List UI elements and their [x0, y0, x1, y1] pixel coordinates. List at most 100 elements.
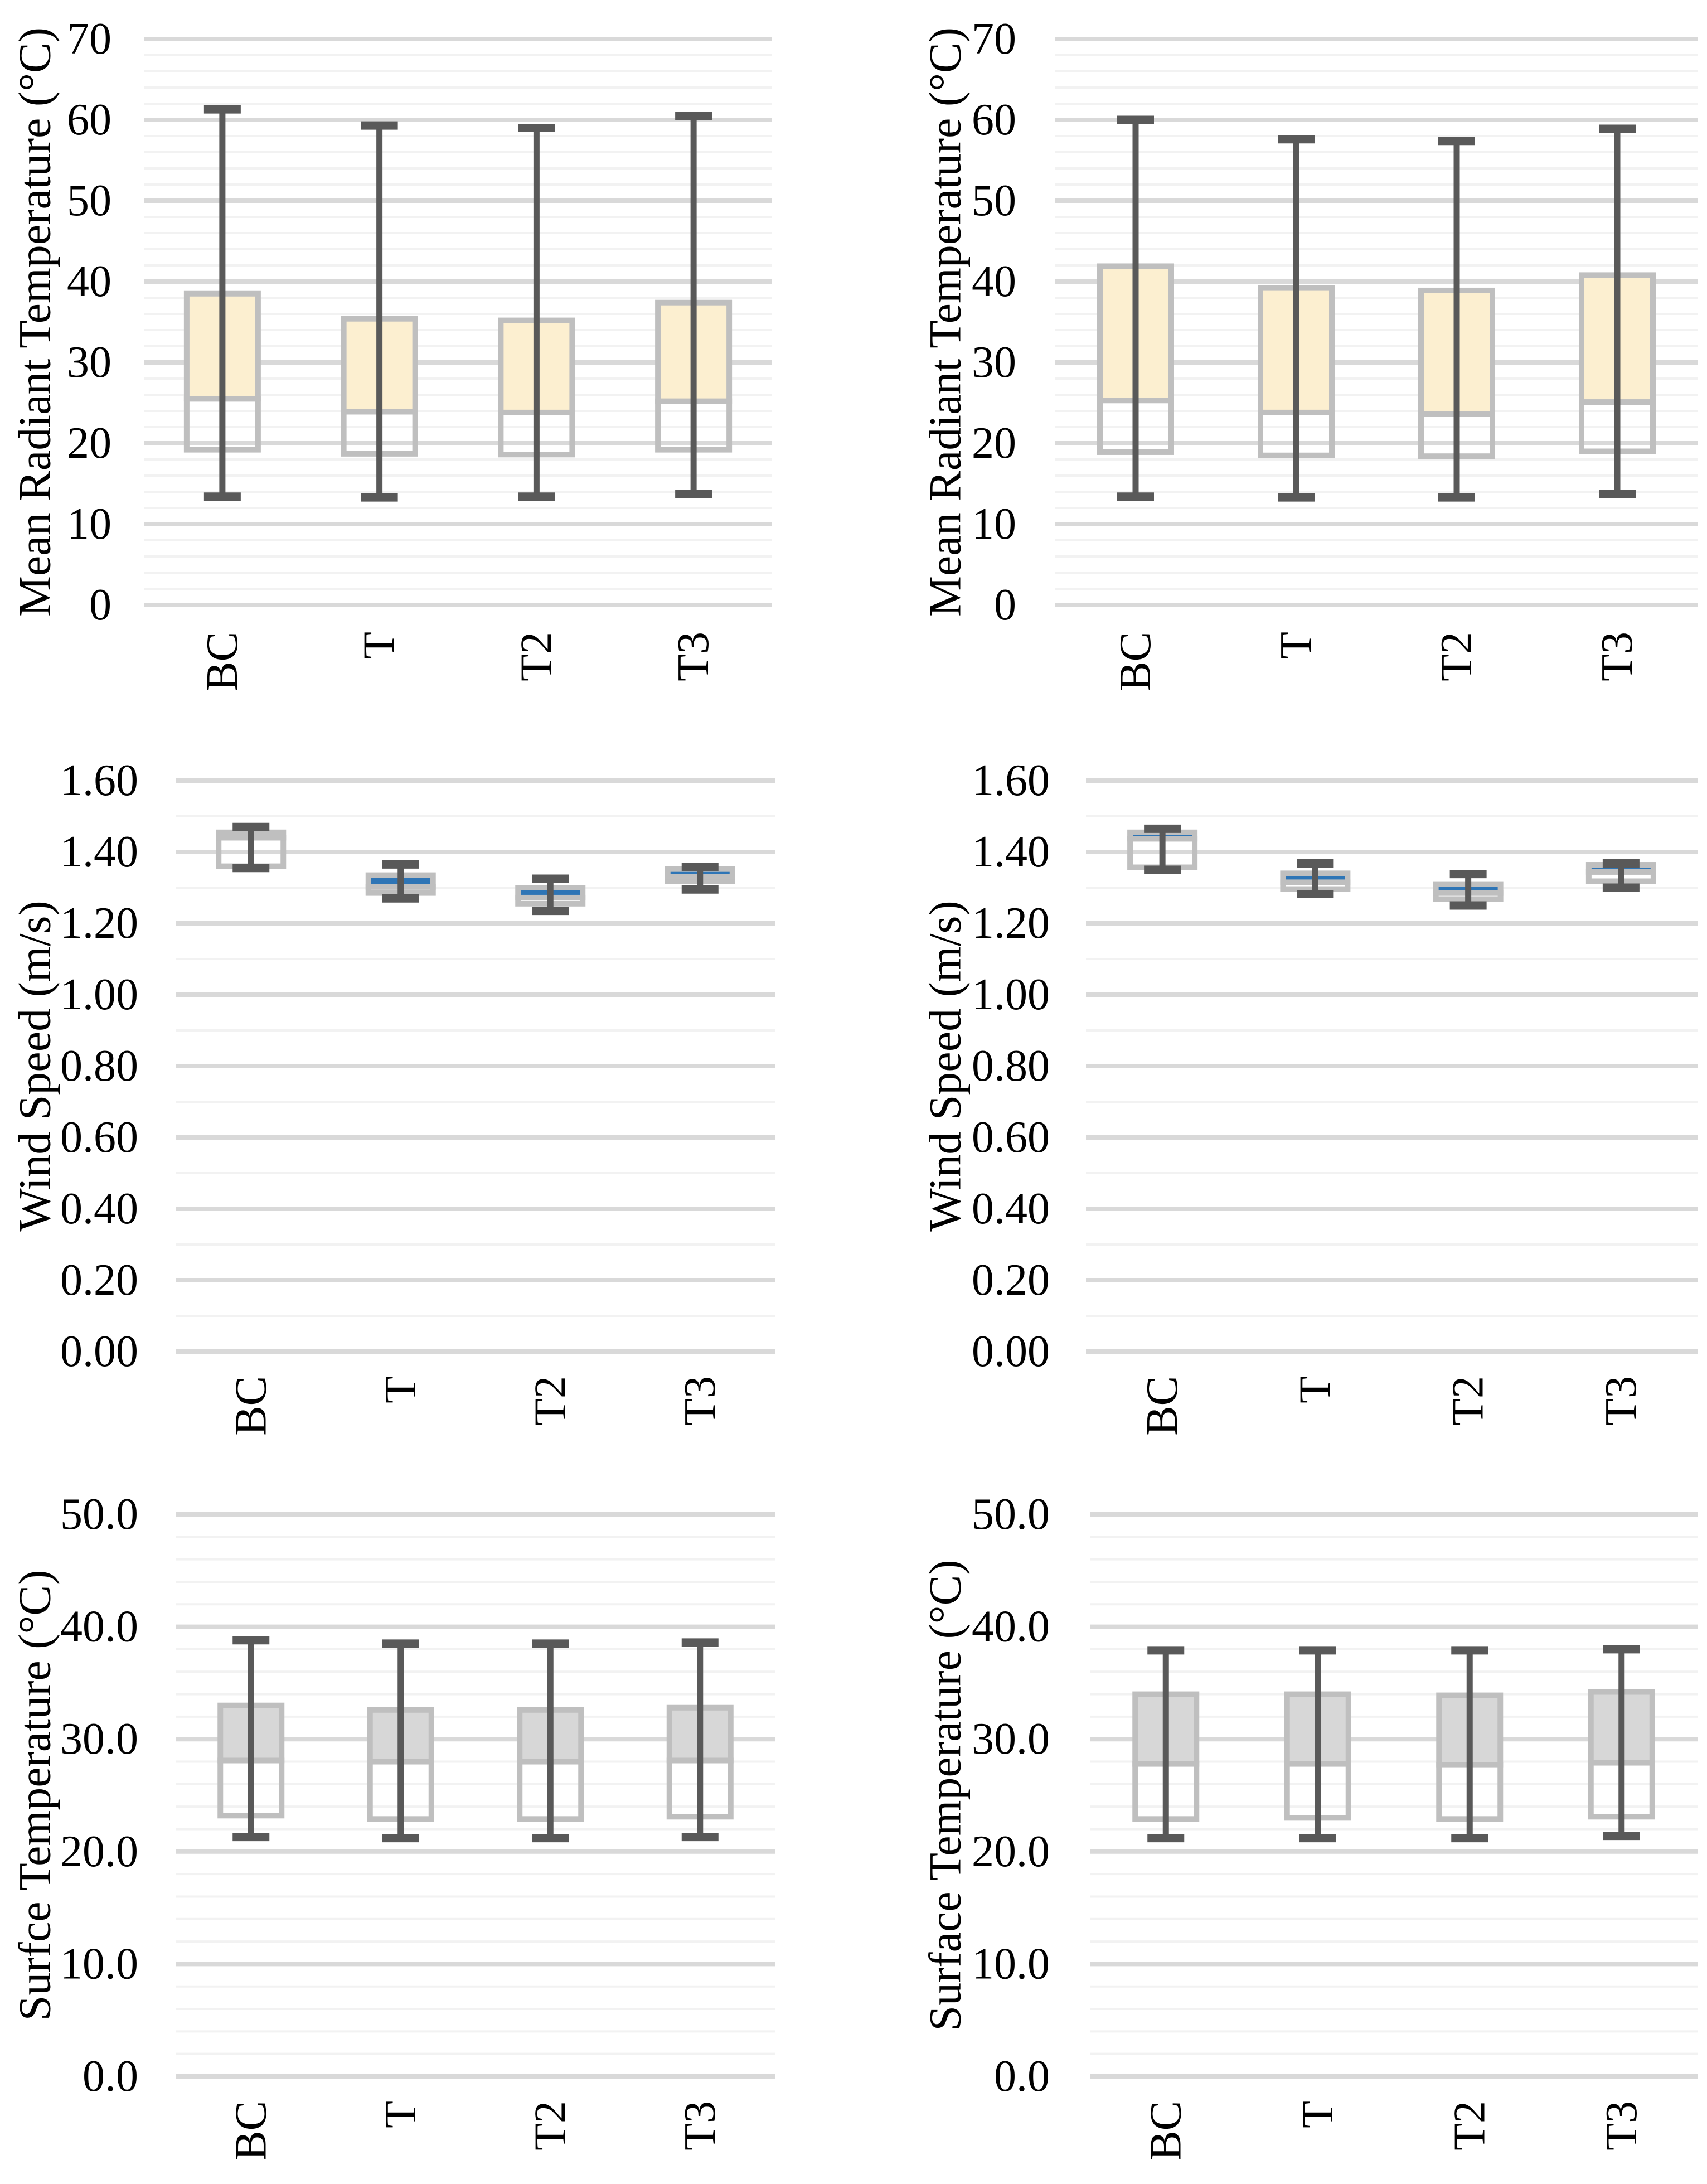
box-plot-T2: [1433, 870, 1504, 910]
y-tick-label: 0.80: [60, 1042, 138, 1091]
y-tick-label: 10: [67, 500, 111, 549]
y-tick-label: 50: [67, 176, 111, 225]
y-tick-label: 1.40: [972, 827, 1050, 876]
y-tick-label: 1.00: [972, 970, 1050, 1019]
y-tick-label: 50.0: [972, 1490, 1050, 1539]
y-tick-label: 70: [972, 14, 1016, 64]
category-label-BC: BC: [1111, 632, 1160, 691]
y-tick-label: 0.0: [83, 2052, 138, 2101]
y-tick-label: 0.0: [994, 2052, 1050, 2101]
y-tick-label: 50: [972, 176, 1016, 225]
y-tick-label: 1.20: [60, 899, 138, 948]
box-plot-T: [341, 121, 418, 502]
box-plot-T3: [1588, 1645, 1655, 1841]
wind-left-boxplot: 0.00 0.20 0.40 0.60 0.80 1.00 1.20 1.40 1.60 Wind…: [9, 756, 775, 1436]
category-label-T: T: [1291, 1376, 1340, 1403]
box-plot-BC: [1127, 824, 1198, 874]
y-tick-label: 0.60: [60, 1113, 138, 1162]
y-tick-label: 1.00: [60, 970, 138, 1019]
category-label-BC: BC: [226, 2101, 275, 2161]
y-axis-title: Mean Radiant Temperature (°C): [920, 27, 971, 617]
box-plot-BC: [217, 1636, 285, 1842]
box-plot-BC: [1097, 115, 1174, 501]
category-label-T: T: [376, 1376, 425, 1403]
y-tick-label: 10: [972, 500, 1016, 549]
category-label-T3: T3: [676, 1376, 725, 1426]
category-label-T3: T3: [1597, 1376, 1646, 1426]
y-tick-label: 20.0: [60, 1827, 138, 1876]
y-tick-label: 0: [89, 580, 111, 629]
y-tick-label: 10.0: [972, 1939, 1050, 1988]
box-plot-T: [1258, 135, 1335, 502]
y-tick-label: 30: [972, 338, 1016, 387]
chart-mrt-right: 0 10 20 30 40 50 60 70 Mean Radiant Temperature …: [854, 0, 1707, 725]
y-tick-label: 30: [67, 338, 111, 387]
category-label-T3: T3: [676, 2101, 725, 2151]
y-tick-label: 30.0: [60, 1715, 138, 1764]
y-axis-title: Surfce Temperature (°C): [9, 1570, 60, 2021]
y-tick-label: 30.0: [972, 1715, 1050, 1764]
box-plot-T2: [517, 1639, 584, 1843]
y-tick-label: 0.00: [60, 1327, 138, 1376]
y-tick-label: 0.80: [972, 1042, 1050, 1091]
y-tick-label: 0.40: [972, 1184, 1050, 1233]
category-label-T3: T3: [669, 632, 718, 681]
chart-surface-right: 0.0 10.0 20.0 30.0 40.0 50.0 Surface Temperatu…: [854, 1461, 1707, 2184]
y-tick-label: 0.20: [60, 1256, 138, 1305]
category-label-BC: BC: [1141, 2101, 1190, 2161]
y-tick-label: 0.00: [972, 1327, 1050, 1376]
box-plot-T3: [655, 112, 733, 498]
box-plot-BC: [216, 822, 287, 873]
y-tick-label: 0.60: [972, 1113, 1050, 1162]
y-tick-label: 20.0: [972, 1827, 1050, 1876]
box-plot-T3: [665, 863, 735, 894]
chart-wind-left: 0.00 0.20 0.40 0.60 0.80 1.00 1.20 1.40 1.60 Wind…: [0, 725, 854, 1461]
box-plot-T: [367, 1639, 434, 1843]
y-axis-title: Wind Speed (m/s): [920, 900, 971, 1231]
y-tick-label: 50.0: [60, 1490, 138, 1539]
category-label-T: T: [1293, 2101, 1342, 2128]
category-label-T2: T2: [526, 2101, 575, 2151]
y-tick-label: 20: [67, 419, 111, 468]
box-plot-T2: [1418, 137, 1495, 502]
box-plot-T2: [515, 874, 586, 916]
category-label-T3: T3: [1593, 632, 1642, 681]
y-tick-label: 0.20: [972, 1256, 1050, 1305]
y-tick-label: 0.40: [60, 1184, 138, 1233]
box-plot-BC: [183, 105, 261, 501]
y-tick-label: 1.20: [972, 899, 1050, 948]
box-plot-T: [1280, 859, 1351, 899]
wind-right-boxplot: 0.00 0.20 0.40 0.60 0.80 1.00 1.20 1.40 1.60 Wind…: [920, 756, 1698, 1436]
y-tick-label: 20: [972, 419, 1016, 468]
y-tick-label: 40.0: [60, 1602, 138, 1652]
box-plot-BC: [1132, 1646, 1200, 1843]
y-tick-label: 1.60: [60, 756, 138, 805]
y-tick-label: 10.0: [60, 1939, 138, 1988]
category-label-BC: BC: [198, 632, 247, 691]
y-tick-label: 0: [994, 580, 1016, 629]
category-label-T2: T2: [1445, 2101, 1494, 2151]
y-tick-label: 40: [67, 257, 111, 306]
category-label-T3: T3: [1597, 2101, 1646, 2151]
box-plot-T2: [1436, 1646, 1504, 1843]
y-tick-label: 60: [972, 95, 1016, 144]
category-label-BC: BC: [1138, 1376, 1187, 1436]
category-label-T: T: [376, 2101, 425, 2128]
category-label-BC: BC: [226, 1376, 275, 1436]
y-tick-label: 40.0: [972, 1602, 1050, 1652]
y-axis-title: Surface Temperature (°C): [920, 1560, 971, 2031]
box-plot-T3: [1579, 124, 1656, 498]
category-label-T2: T2: [1432, 632, 1481, 681]
y-axis-title: Wind Speed (m/s): [9, 900, 60, 1231]
y-axis-title: Mean Radiant Temperature (°C): [9, 27, 60, 617]
category-label-T2: T2: [1444, 1376, 1493, 1426]
box-plot-T3: [666, 1638, 734, 1842]
chart-mrt-left: 0 10 20 30 40 50 60 70 Mean Radiant Temperature …: [0, 0, 854, 725]
y-tick-label: 40: [972, 257, 1016, 306]
category-label-T2: T2: [526, 1376, 575, 1426]
